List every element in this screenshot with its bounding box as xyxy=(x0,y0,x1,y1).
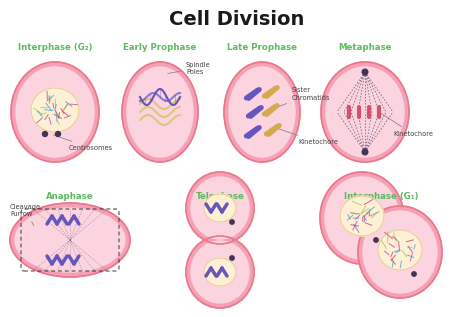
Ellipse shape xyxy=(191,241,249,303)
Circle shape xyxy=(412,272,416,276)
Circle shape xyxy=(43,132,47,137)
Ellipse shape xyxy=(16,67,94,157)
Text: Anaphase: Anaphase xyxy=(46,192,94,201)
Ellipse shape xyxy=(204,258,236,286)
Ellipse shape xyxy=(320,172,404,264)
Text: Metaphase: Metaphase xyxy=(338,43,392,52)
Ellipse shape xyxy=(10,203,130,277)
Circle shape xyxy=(55,132,61,137)
Ellipse shape xyxy=(127,67,193,157)
Text: Interphase (G₂): Interphase (G₂) xyxy=(18,43,92,52)
Ellipse shape xyxy=(340,196,384,236)
Text: Centrosomes: Centrosomes xyxy=(54,135,113,151)
Text: Kinetochore: Kinetochore xyxy=(279,129,338,145)
Ellipse shape xyxy=(11,62,99,162)
Text: Spindle
Poles: Spindle Poles xyxy=(168,61,211,74)
Text: Interphase (G₁): Interphase (G₁) xyxy=(344,192,418,201)
Text: Late Prophase: Late Prophase xyxy=(227,43,297,52)
Text: Early Prophase: Early Prophase xyxy=(123,43,197,52)
Circle shape xyxy=(230,256,234,260)
Ellipse shape xyxy=(229,67,295,157)
Text: Cleavage
Furrow: Cleavage Furrow xyxy=(10,204,41,225)
Circle shape xyxy=(362,69,368,75)
Ellipse shape xyxy=(15,208,125,272)
Ellipse shape xyxy=(204,194,236,222)
Ellipse shape xyxy=(321,62,409,162)
Circle shape xyxy=(230,220,234,224)
Ellipse shape xyxy=(122,62,198,162)
Text: Telophase: Telophase xyxy=(196,192,245,201)
Ellipse shape xyxy=(326,67,404,157)
Ellipse shape xyxy=(325,177,399,259)
Ellipse shape xyxy=(224,62,300,162)
Ellipse shape xyxy=(378,230,422,270)
Ellipse shape xyxy=(31,88,79,132)
Ellipse shape xyxy=(186,172,254,244)
Circle shape xyxy=(374,238,378,242)
Ellipse shape xyxy=(186,236,254,308)
Ellipse shape xyxy=(363,211,437,293)
Text: Sister
Chromatids: Sister Chromatids xyxy=(273,87,330,109)
Ellipse shape xyxy=(358,206,442,298)
Ellipse shape xyxy=(191,177,249,239)
Text: Cell Division: Cell Division xyxy=(169,10,305,29)
Circle shape xyxy=(362,149,368,155)
Text: Kinetochore: Kinetochore xyxy=(382,113,433,137)
